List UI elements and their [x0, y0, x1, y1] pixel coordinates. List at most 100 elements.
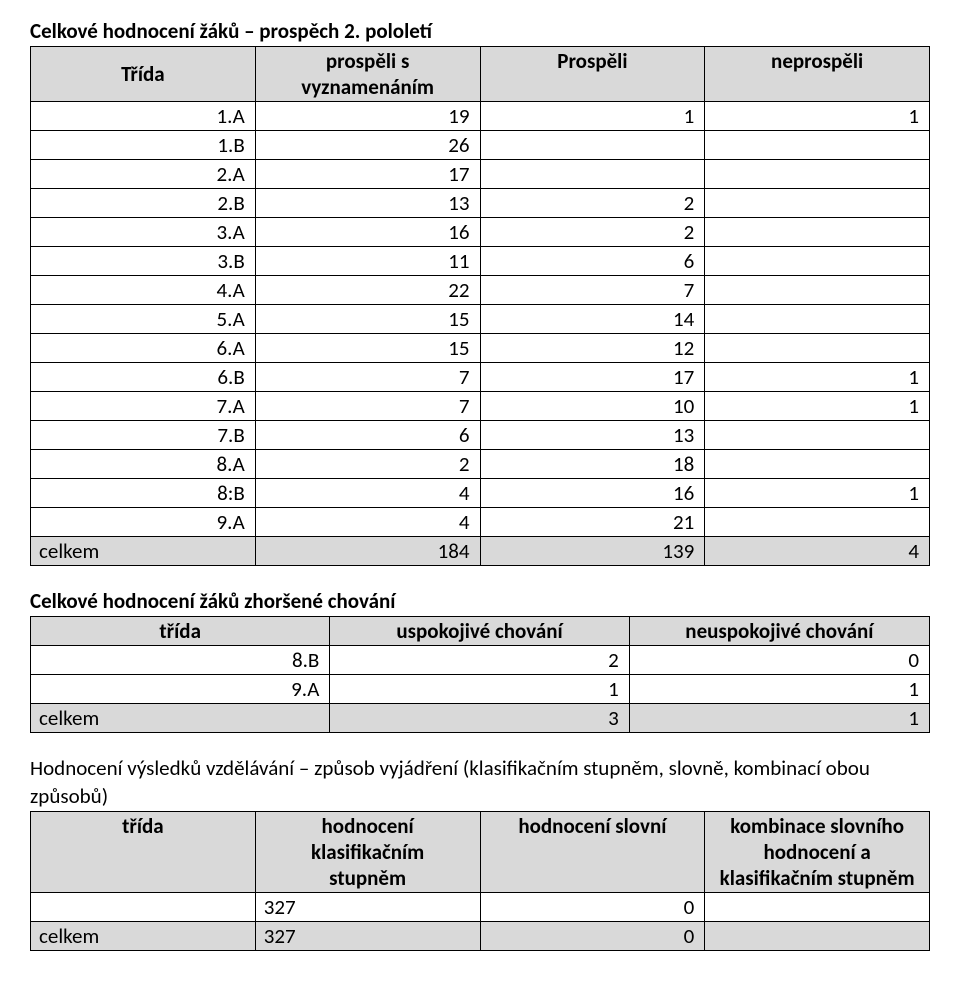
cell-vyzn: 22 [255, 276, 480, 305]
cell-vyzn: 6 [255, 421, 480, 450]
table-row: 9.A11 [31, 675, 930, 704]
table-prospech: Třída prospěli s vyznamenáním Prospěli n… [30, 46, 930, 566]
th-neprospeli: neprospěli [705, 47, 930, 102]
section1-heading: Celkové hodnocení žáků – prospěch 2. pol… [30, 18, 930, 44]
cell-trida: 8:B [31, 479, 256, 508]
total-c2: 184 [255, 537, 480, 566]
table-row: 8.A218 [31, 450, 930, 479]
cell-vyzn: 17 [255, 160, 480, 189]
total-c4 [705, 922, 930, 951]
cell-vyzn: 2 [255, 450, 480, 479]
table-row: 2.A17 [31, 160, 930, 189]
section2-heading: Celkové hodnocení žáků zhoršené chování [30, 588, 930, 614]
table-row: 2.B132 [31, 189, 930, 218]
th-trida: třída [31, 812, 256, 893]
cell-vyzn: 7 [255, 392, 480, 421]
cell-prospeli: 21 [480, 508, 705, 537]
th-text: klasifikačním [311, 839, 424, 865]
section3-heading-line2: způsobů) [30, 783, 930, 809]
cell-neprospeli [705, 247, 930, 276]
table-row: 8.B20 [31, 646, 930, 675]
cell-vyzn: 19 [255, 102, 480, 131]
total-row: celkem 3 1 [31, 704, 930, 733]
th-text: klasifikačním stupněm [720, 865, 915, 891]
total-c4: 4 [705, 537, 930, 566]
cell-prospeli: 12 [480, 334, 705, 363]
table-row: 1.A1911 [31, 102, 930, 131]
cell-prospeli: 16 [480, 479, 705, 508]
cell-neprospeli [705, 334, 930, 363]
cell-prospeli [480, 160, 705, 189]
cell-trida: 8.A [31, 450, 256, 479]
table-row: 3.B116 [31, 247, 930, 276]
th-prospeli-s-vyzn: prospěli s vyznamenáním [255, 47, 480, 102]
cell-trida: 3.A [31, 218, 256, 247]
cell-neprospeli [705, 450, 930, 479]
cell-prospeli: 17 [480, 363, 705, 392]
total-c3: 139 [480, 537, 705, 566]
table-row: 3270 [31, 893, 930, 922]
cell-neprospeli [705, 131, 930, 160]
th-hodnoceni-klas: hodnocení klasifikačním stupněm [255, 812, 480, 893]
cell-neprospeli: 1 [705, 392, 930, 421]
th-trida: třída [31, 617, 330, 646]
total-c2: 327 [255, 922, 480, 951]
cell-neprospeli [705, 189, 930, 218]
table-row: 6.B7171 [31, 363, 930, 392]
total-label: celkem [31, 537, 256, 566]
table-row: 6.A1512 [31, 334, 930, 363]
cell-trida: 8.B [31, 646, 330, 675]
cell-vyzn: 15 [255, 305, 480, 334]
total-label: celkem [31, 922, 256, 951]
cell-trida: 4.A [31, 276, 256, 305]
table-row: 7.B613 [31, 421, 930, 450]
cell-prospeli: 14 [480, 305, 705, 334]
cell-neprospeli [705, 160, 930, 189]
cell-neprospeli [705, 508, 930, 537]
cell-trida: 2.A [31, 160, 256, 189]
cell-trida: 9.A [31, 675, 330, 704]
th-kombinace: kombinace slovního hodnocení a klasifika… [705, 812, 930, 893]
cell-prospeli: 13 [480, 421, 705, 450]
cell-slovni: 0 [480, 893, 705, 922]
table-zpusob: třída hodnocení klasifikačním stupněm ho… [30, 811, 930, 951]
th-text: kombinace slovního [730, 813, 904, 839]
cell-trida: 6.A [31, 334, 256, 363]
cell-vyzn: 7 [255, 363, 480, 392]
section3-heading-line1: Hodnocení výsledků vzdělávání – způsob v… [30, 755, 930, 781]
cell-kombinace [705, 893, 930, 922]
cell-vyzn: 26 [255, 131, 480, 160]
cell-trida: 5.A [31, 305, 256, 334]
table-row: 5.A1514 [31, 305, 930, 334]
th-uspokojive: uspokojivé chování [330, 617, 629, 646]
cell-trida: 6.B [31, 363, 256, 392]
table-row: 7.A7101 [31, 392, 930, 421]
th-neuspokojive: neuspokojivé chování [629, 617, 929, 646]
cell-uspokojive: 2 [330, 646, 629, 675]
cell-prospeli: 10 [480, 392, 705, 421]
table-chovani: třída uspokojivé chování neuspokojivé ch… [30, 616, 930, 733]
cell-prospeli: 2 [480, 218, 705, 247]
cell-vyzn: 4 [255, 508, 480, 537]
cell-neprospeli [705, 421, 930, 450]
page: Celkové hodnocení žáků – prospěch 2. pol… [0, 0, 960, 981]
cell-neprospeli: 1 [705, 479, 930, 508]
cell-neuspokojive: 1 [629, 675, 929, 704]
total-c2: 3 [330, 704, 629, 733]
cell-trida: 1.A [31, 102, 256, 131]
cell-neprospeli: 1 [705, 102, 930, 131]
cell-vyzn: 15 [255, 334, 480, 363]
cell-trida: 2.B [31, 189, 256, 218]
cell-uspokojive: 1 [330, 675, 629, 704]
cell-prospeli: 6 [480, 247, 705, 276]
cell-prospeli: 1 [480, 102, 705, 131]
cell-trida [31, 893, 256, 922]
cell-prospeli: 18 [480, 450, 705, 479]
cell-prospeli [480, 131, 705, 160]
cell-trida: 3.B [31, 247, 256, 276]
table-header-row: třída hodnocení klasifikačním stupněm ho… [31, 812, 930, 893]
cell-neprospeli [705, 305, 930, 334]
th-hodnoceni-slovni: hodnocení slovní [480, 812, 705, 893]
table-row: 8:B4161 [31, 479, 930, 508]
total-row: celkem 184 139 4 [31, 537, 930, 566]
